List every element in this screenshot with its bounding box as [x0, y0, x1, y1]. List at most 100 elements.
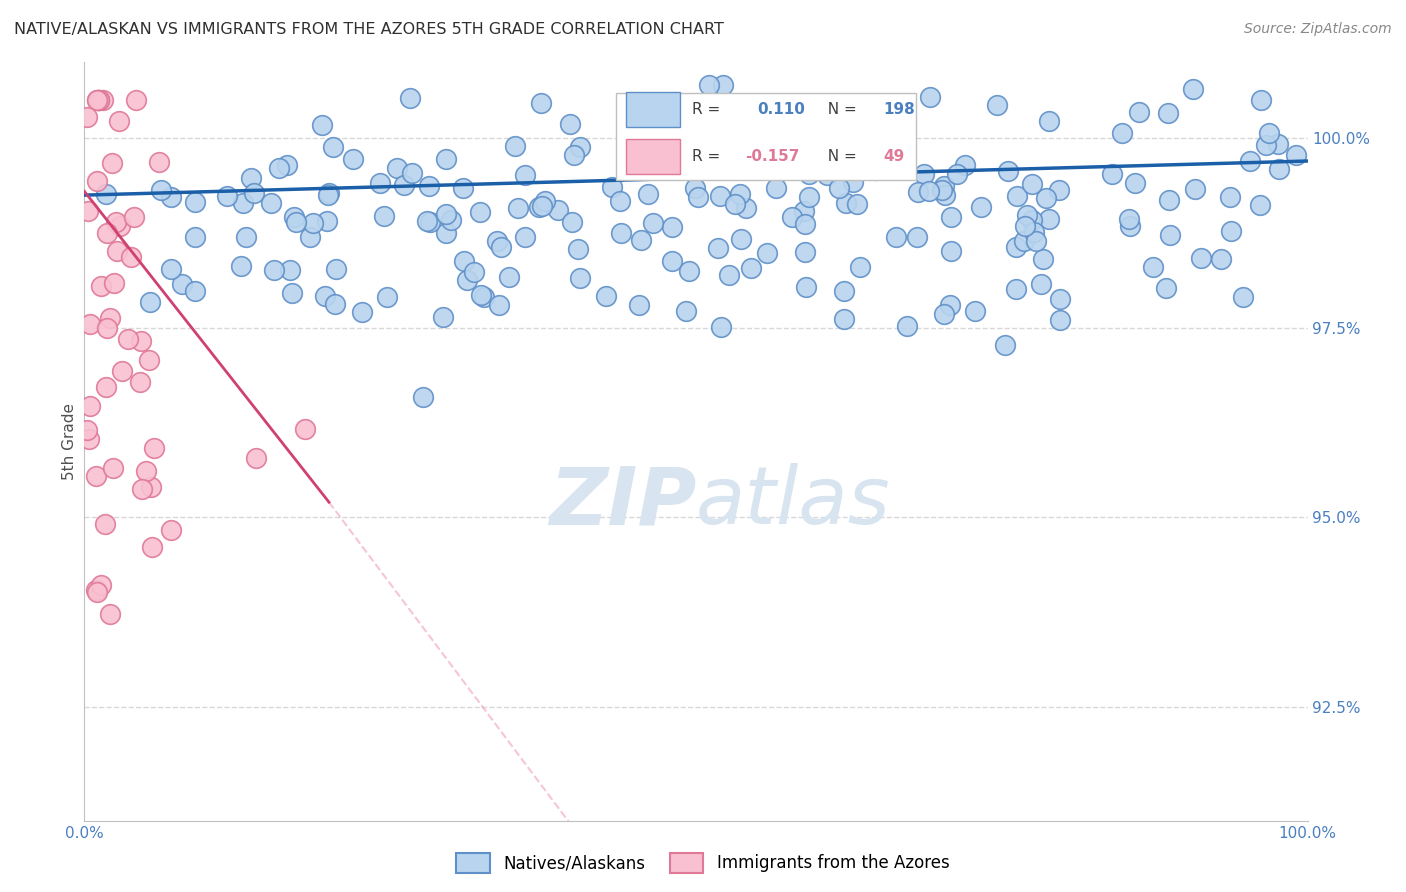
Point [108, 219, 131, 234]
Point [98, 311, 121, 326]
Point [468, 204, 491, 219]
Point [561, 215, 583, 229]
Point [79, 399, 101, 413]
Point [298, 230, 321, 244]
Text: N =: N = [818, 102, 862, 117]
Point [1024, 225, 1046, 239]
Point [315, 214, 337, 228]
Point [1159, 228, 1181, 243]
Point [932, 307, 955, 321]
Point [623, 131, 645, 145]
Point [896, 319, 918, 334]
Point [963, 304, 986, 318]
Point [240, 170, 263, 185]
Point [1156, 106, 1178, 120]
Point [659, 115, 682, 129]
Point [1014, 219, 1036, 233]
Point [141, 541, 163, 555]
Point [281, 286, 304, 301]
Point [245, 450, 267, 465]
Point [124, 93, 146, 107]
Point [1254, 138, 1277, 153]
Point [1157, 193, 1180, 207]
Point [845, 197, 868, 211]
Point [863, 163, 886, 178]
Point [434, 226, 457, 240]
Point [1250, 93, 1272, 107]
Point [547, 203, 569, 218]
Point [456, 273, 478, 287]
Point [232, 196, 254, 211]
Point [1128, 104, 1150, 119]
Point [527, 200, 550, 214]
Point [832, 312, 855, 326]
Point [1184, 182, 1206, 196]
Point [440, 213, 463, 227]
Point [373, 209, 395, 223]
Point [1118, 211, 1140, 226]
Point [569, 140, 592, 154]
Point [314, 289, 336, 303]
Point [101, 156, 124, 170]
Point [1154, 280, 1177, 294]
Point [907, 185, 929, 199]
Point [941, 244, 963, 259]
Point [765, 180, 787, 194]
Text: atlas: atlas [696, 463, 891, 541]
Point [215, 189, 238, 203]
Point [472, 291, 495, 305]
Point [709, 189, 731, 203]
Point [135, 465, 157, 479]
Point [285, 214, 308, 228]
Point [139, 480, 162, 494]
Point [90, 577, 112, 591]
Point [1005, 240, 1028, 254]
Point [1142, 260, 1164, 274]
Point [794, 218, 817, 232]
Point [318, 187, 340, 202]
Point [325, 262, 347, 277]
Point [1182, 82, 1205, 96]
Point [375, 290, 398, 304]
Point [821, 136, 844, 150]
Point [489, 240, 512, 254]
Point [685, 152, 707, 166]
Point [643, 216, 665, 230]
Point [567, 243, 589, 257]
Point [311, 119, 333, 133]
Point [724, 196, 747, 211]
Point [322, 140, 344, 154]
Point [728, 187, 751, 202]
Point [105, 244, 128, 258]
Point [263, 263, 285, 277]
Point [530, 96, 553, 111]
Point [849, 260, 872, 275]
Point [832, 284, 855, 298]
Point [918, 185, 941, 199]
Point [630, 233, 652, 247]
Point [735, 202, 758, 216]
Point [434, 152, 457, 166]
Point [616, 150, 638, 164]
Point [276, 158, 298, 172]
Point [150, 183, 173, 197]
Point [387, 161, 409, 175]
Point [350, 305, 373, 319]
Text: ZIP: ZIP [548, 463, 696, 541]
Point [513, 168, 536, 182]
Point [117, 332, 139, 346]
Point [834, 195, 856, 210]
Point [730, 231, 752, 245]
Point [86, 585, 108, 599]
Point [707, 103, 730, 118]
Point [562, 148, 585, 162]
FancyBboxPatch shape [626, 139, 681, 174]
Point [558, 117, 581, 131]
Point [98, 607, 121, 621]
Point [918, 90, 941, 104]
Point [595, 289, 617, 303]
Point [661, 219, 683, 234]
Point [717, 268, 740, 282]
Point [84, 469, 107, 483]
Point [451, 181, 474, 195]
